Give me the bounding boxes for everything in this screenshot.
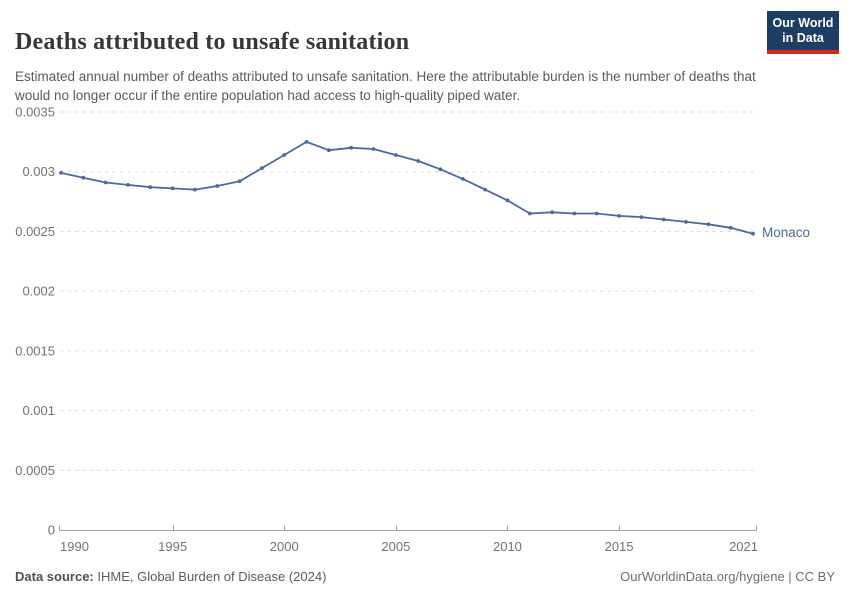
attribution-note: OurWorldinData.org/hygiene | CC BY <box>620 569 835 584</box>
data-point-marker <box>304 140 309 144</box>
monaco-line-series <box>60 140 754 235</box>
x-axis-tick-label: 2015 <box>605 539 634 554</box>
x-axis-tick-label: 2005 <box>381 539 410 554</box>
page-title: Deaths attributed to unsafe sanitation <box>15 29 410 56</box>
y-axis-tick-label: 0.0015 <box>15 343 55 358</box>
data-source-note: Data source: IHME, Global Burden of Dise… <box>15 569 326 584</box>
data-point-marker <box>617 214 621 218</box>
data-point-marker <box>527 211 532 216</box>
data-point-marker <box>349 145 354 150</box>
owid-logo-line1: Our World <box>772 16 834 30</box>
data-point-marker <box>416 159 421 163</box>
x-axis-tick-label: 1990 <box>60 539 89 554</box>
x-axis-tick-label: 2000 <box>270 539 299 554</box>
y-axis-tick-label: 0.0005 <box>15 463 55 478</box>
data-point-marker <box>81 175 86 180</box>
x-axis-tick-label: 2021 <box>729 539 758 554</box>
data-source-text: IHME, Global Burden of Disease (2024) <box>93 569 327 584</box>
data-point-marker <box>103 180 108 185</box>
data-point-marker <box>639 215 644 220</box>
x-axis-tick-label: 1995 <box>158 539 187 554</box>
data-point-marker <box>438 167 443 172</box>
data-point-marker <box>170 186 175 191</box>
data-point-marker <box>460 177 465 181</box>
chart-subtitle: Estimated annual number of deaths attrib… <box>15 68 756 103</box>
data-point-marker <box>550 210 554 215</box>
data-point-marker <box>371 147 376 151</box>
data-point-marker <box>59 171 63 175</box>
data-point-marker <box>483 187 487 192</box>
data-point-marker <box>193 187 197 192</box>
data-point-marker <box>751 231 755 236</box>
y-axis-tick-label: 0.0025 <box>15 224 55 239</box>
data-point-marker <box>237 179 242 184</box>
y-axis-tick-label: 0.001 <box>22 403 55 418</box>
y-axis-tick-label: 0.0035 <box>15 105 55 120</box>
series-label-monaco: Monaco <box>762 224 811 240</box>
data-point-marker <box>706 222 711 227</box>
y-axis-tick-label: 0.003 <box>22 164 55 179</box>
owid-logo-line2: in Data <box>782 31 824 45</box>
data-point-marker <box>684 220 688 224</box>
data-point-marker <box>282 153 287 157</box>
data-point-marker <box>260 166 264 171</box>
data-point-marker <box>327 148 331 153</box>
data-point-marker <box>661 217 666 222</box>
owid-logo: Our World in Data <box>767 11 839 54</box>
x-axis-tick-label: 2010 <box>493 539 522 554</box>
data-point-marker <box>572 211 577 216</box>
y-axis-tick-label: 0.002 <box>22 284 55 299</box>
data-point-marker <box>594 211 599 216</box>
data-point-marker <box>393 153 398 157</box>
data-source-label: Data source: <box>15 569 94 584</box>
y-axis-tick-label: 0 <box>48 523 55 538</box>
data-point-marker <box>215 184 220 188</box>
data-point-marker <box>728 225 733 230</box>
data-point-marker <box>148 185 153 190</box>
data-point-marker <box>505 198 510 203</box>
data-point-marker <box>126 183 130 187</box>
